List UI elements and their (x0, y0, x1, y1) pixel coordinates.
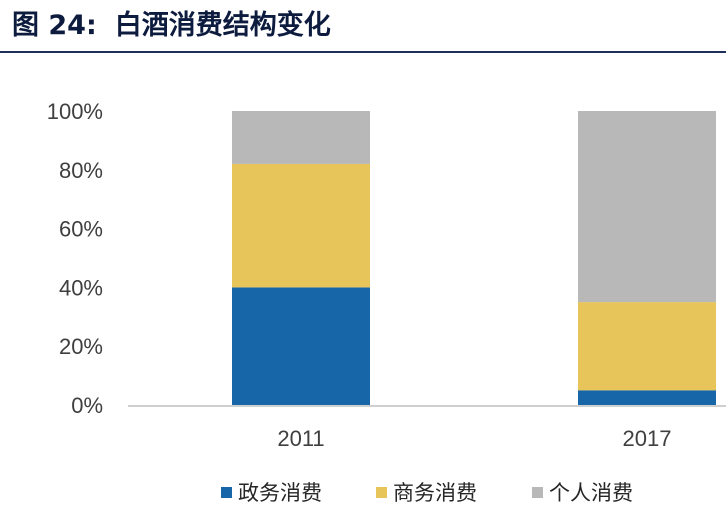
y-tick-label: 20% (59, 334, 103, 359)
figure-title: 图 24: 白酒消费结构变化 (12, 6, 349, 46)
y-tick-label: 60% (59, 217, 103, 242)
figure-label: 图 24: (12, 10, 97, 41)
x-tick-label: 2011 (277, 426, 324, 451)
legend-label: 政务消费 (238, 482, 322, 505)
legend-swatch (532, 487, 543, 498)
y-tick-label: 80% (59, 158, 103, 183)
legend-label: 商务消费 (393, 482, 477, 505)
title-divider (0, 51, 726, 53)
bar-segment (578, 302, 716, 391)
y-tick-label: 0% (71, 393, 103, 418)
legend-label: 个人消费 (549, 482, 633, 505)
x-tick-label: 2017 (623, 426, 672, 451)
legend-swatch (376, 487, 387, 498)
y-tick-label: 40% (59, 275, 103, 300)
y-tick-label: 100% (47, 99, 103, 124)
bar-segment (232, 287, 370, 405)
legend-swatch (221, 487, 232, 498)
bar-segment (232, 111, 370, 164)
figure-title-text: 白酒消费结构变化 (114, 10, 331, 41)
bar-segment (578, 390, 716, 405)
bar-segment (578, 111, 716, 303)
bar-segment (232, 163, 370, 288)
